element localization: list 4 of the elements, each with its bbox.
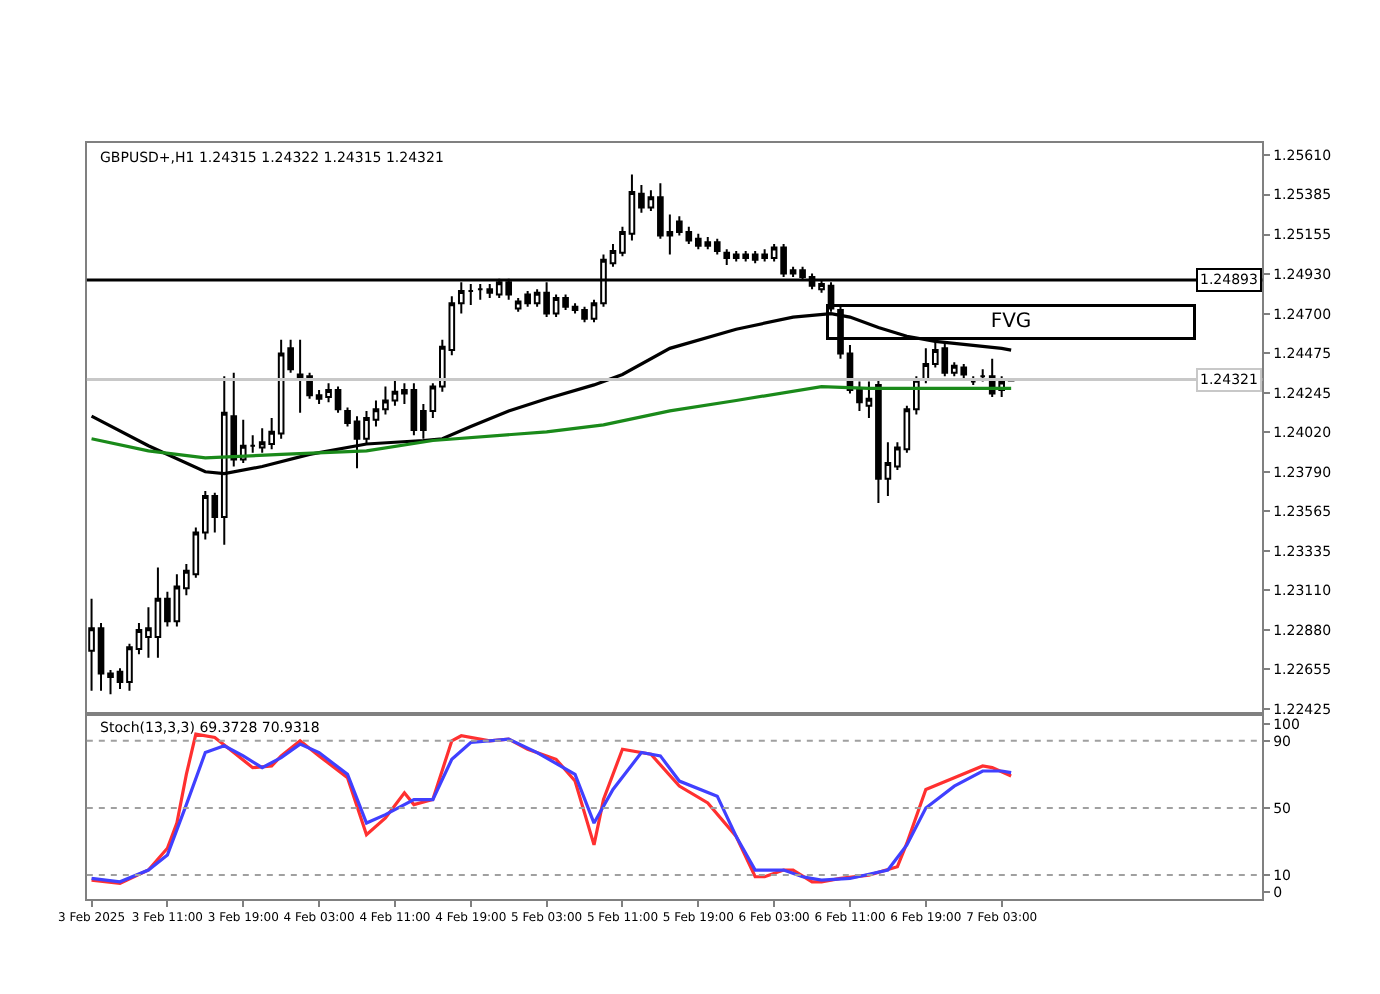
candlestick xyxy=(979,368,987,383)
annotation: FVG xyxy=(990,311,1032,333)
candlestick xyxy=(969,375,977,386)
line-series xyxy=(89,385,1013,460)
